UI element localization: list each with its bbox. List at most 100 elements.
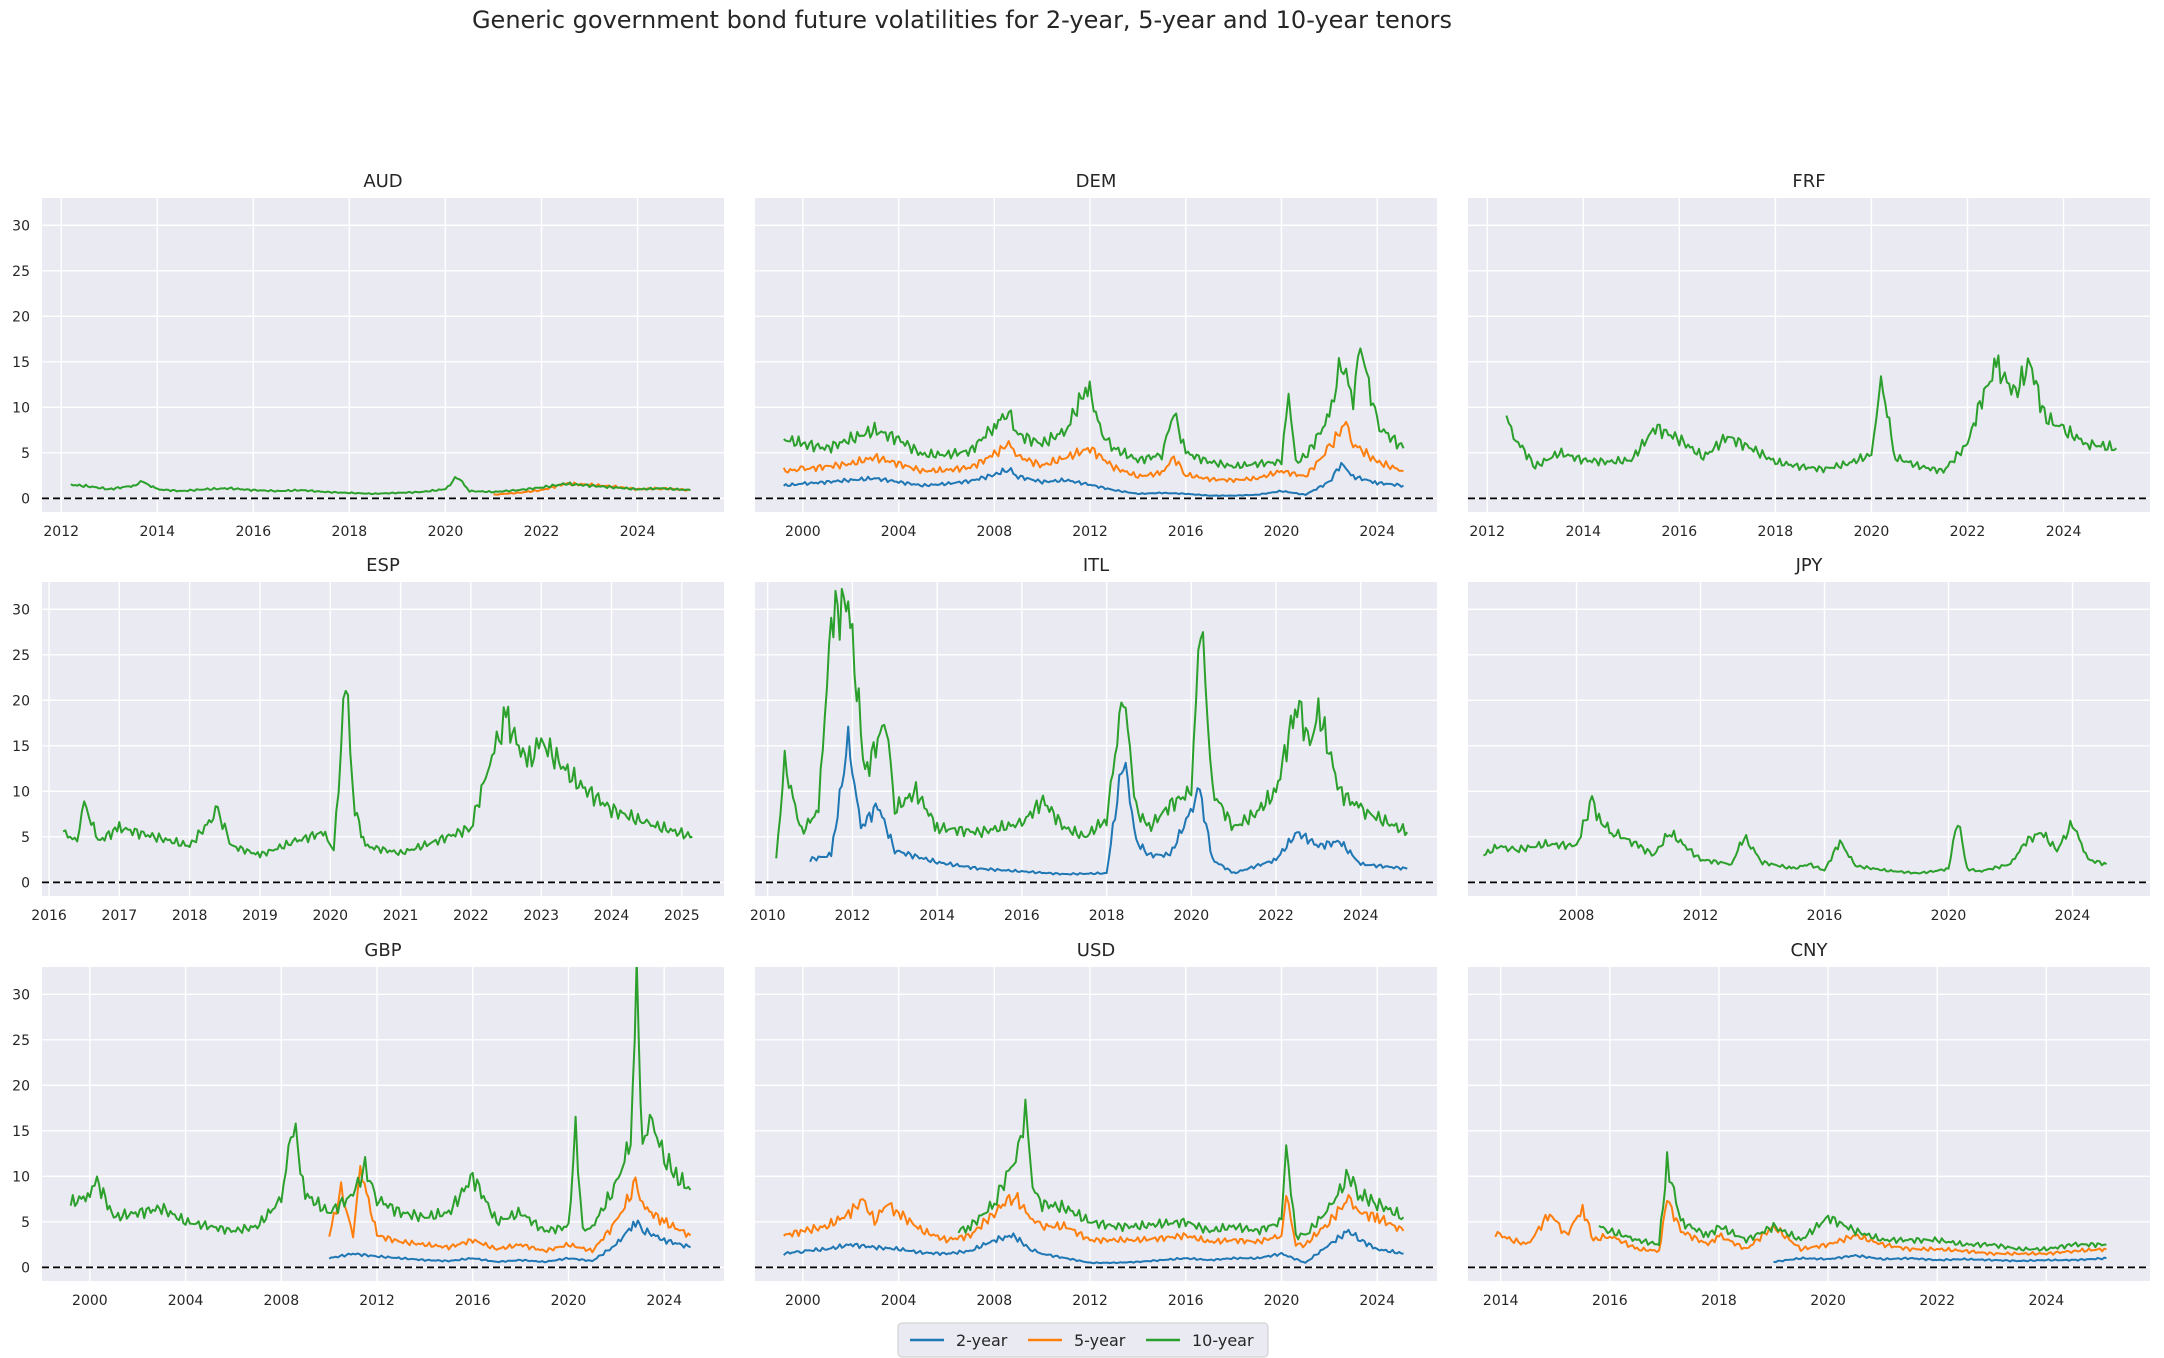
x-tick-label: 2024 (1359, 524, 1395, 540)
series-group (69, 967, 692, 1264)
x-tick-label: 2023 (523, 908, 559, 924)
x-tick-label: 2022 (1950, 524, 1986, 540)
x-tick-label: 2004 (168, 1293, 204, 1309)
series-group (1494, 1151, 2107, 1264)
x-tick-label: 2008 (1559, 908, 1595, 924)
series-line-10-year (957, 1098, 1405, 1241)
series-line-10-year (70, 476, 691, 496)
series-group (782, 347, 1405, 497)
x-tick-label: 2016 (1168, 1293, 1204, 1309)
series-line-5-year (782, 420, 1404, 484)
x-tick-label: 2016 (31, 908, 67, 924)
series-line-10-year (1483, 795, 2108, 875)
x-tick-label: 2024 (2046, 524, 2082, 540)
x-tick-label: 2000 (72, 1293, 108, 1309)
x-tick-label: 2016 (1807, 908, 1843, 924)
x-tick-label: 2020 (551, 1293, 587, 1309)
series-group (1505, 354, 2118, 475)
y-tick-label: 20 (12, 1078, 30, 1094)
y-tick-label: 15 (12, 355, 30, 371)
y-tick-label: 30 (12, 218, 30, 234)
panel-usd: 2000 2004 2008 2012 2016 2020 2024 USD (755, 940, 1437, 1309)
x-tick-label: 2012 (43, 524, 79, 540)
y-tick-label: 10 (12, 400, 30, 416)
y-tick-label: 20 (12, 693, 30, 709)
x-tick-label: 2016 (236, 524, 272, 540)
x-tick-label: 2020 (1854, 524, 1890, 540)
x-tick-label: 2000 (785, 1293, 821, 1309)
x-tick-label: 2012 (1072, 1293, 1108, 1309)
x-tick-label: 2025 (664, 908, 700, 924)
panel-background (755, 582, 1437, 896)
x-tick-label: 2020 (312, 908, 348, 924)
x-tick-label: 2024 (594, 908, 630, 924)
panel-title: JPY (1795, 555, 1824, 576)
panel-itl: 2010 2012 2014 2016 2018 2020 2022 2024 ITL (750, 555, 1437, 924)
x-tick-label: 2017 (102, 908, 138, 924)
series-line-5-year (783, 1191, 1405, 1249)
x-tick-label: 2024 (2055, 908, 2091, 924)
legend-label: 5-year (1074, 1331, 1126, 1350)
series-line-10-year (775, 587, 1409, 859)
y-tick-label: 30 (12, 987, 30, 1003)
x-tick-label: 2020 (1264, 1293, 1300, 1309)
x-tick-label: 2019 (242, 908, 278, 924)
x-tick-label: 2004 (881, 524, 917, 540)
x-tick-label: 2012 (1072, 524, 1108, 540)
series-group (70, 476, 691, 496)
y-tick-label: 25 (12, 648, 30, 664)
x-tick-label: 2018 (1701, 1293, 1737, 1309)
x-tick-label: 2014 (139, 524, 175, 540)
x-tick-label: 2018 (172, 908, 208, 924)
x-tick-label: 2008 (976, 1293, 1012, 1309)
panel-title: ITL (1083, 555, 1109, 576)
x-tick-label: 2012 (1469, 524, 1505, 540)
x-tick-label: 2016 (1662, 524, 1698, 540)
series-line-10-year (69, 967, 692, 1235)
panel-frf: 2012 2014 2016 2018 2020 2022 2024 FRF (1468, 171, 2150, 540)
x-tick-label: 2014 (919, 908, 955, 924)
x-tick-label: 2021 (383, 908, 419, 924)
y-tick-label: 5 (21, 446, 30, 462)
x-tick-label: 2016 (455, 1293, 491, 1309)
x-tick-label: 2014 (1483, 1293, 1519, 1309)
panel-title: AUD (363, 171, 402, 192)
x-tick-label: 2016 (1168, 524, 1204, 540)
x-tick-label: 2010 (750, 908, 786, 924)
x-tick-label: 2012 (1683, 908, 1719, 924)
panel-cny: 2014 2016 2018 2020 2022 2024 CNY (1468, 940, 2150, 1309)
y-tick-label: 15 (12, 1124, 30, 1140)
panel-dem: 2000 2004 2008 2012 2016 2020 2024 DEM (755, 171, 1437, 540)
y-tick-label: 0 (21, 491, 30, 507)
panel-background (42, 198, 724, 512)
x-tick-label: 2000 (785, 524, 821, 540)
panel-background (42, 967, 724, 1281)
x-tick-label: 2022 (1919, 1293, 1955, 1309)
panel-title: DEM (1076, 171, 1117, 192)
panel-background (42, 582, 724, 896)
x-tick-label: 2018 (332, 524, 368, 540)
x-tick-label: 2022 (453, 908, 489, 924)
x-tick-label: 2008 (976, 524, 1012, 540)
panel-background (1468, 967, 2150, 1281)
figure-title: Generic government bond future volatilit… (472, 6, 1452, 34)
x-tick-label: 2024 (620, 524, 656, 540)
series-line-2-year (783, 1228, 1404, 1265)
y-tick-label: 30 (12, 602, 30, 618)
legend-frame (897, 1322, 1269, 1358)
series-line-5-year (328, 1165, 692, 1254)
panel-aud: 2012 2014 2016 2018 2020 2022 2024 0 5 10 15 20 25 30… (12, 171, 724, 540)
y-tick-label: 20 (12, 309, 30, 325)
panel-background (755, 967, 1437, 1281)
x-tick-label: 2012 (835, 908, 871, 924)
series-group (1483, 795, 2108, 875)
x-tick-label: 2024 (646, 1293, 682, 1309)
y-tick-label: 0 (21, 1260, 30, 1276)
series-line-2-year (1773, 1254, 2107, 1264)
y-tick-label: 5 (21, 1215, 30, 1231)
y-tick-label: 10 (12, 784, 30, 800)
y-tick-label: 0 (21, 875, 30, 891)
series-group (62, 689, 693, 859)
series-line-2-year (809, 725, 1408, 876)
